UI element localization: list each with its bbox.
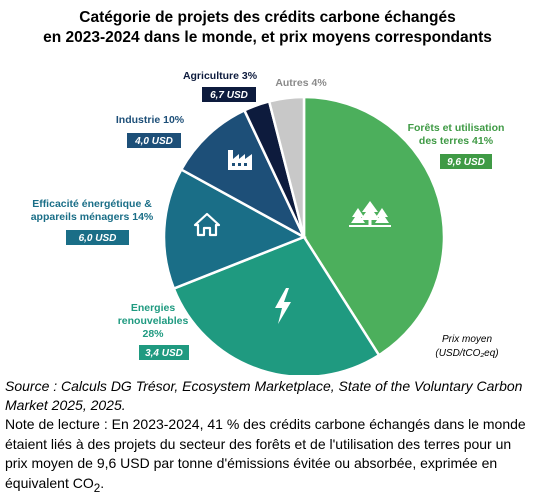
chart-title-line-2: en 2023-2024 dans le monde, et prix moye… (43, 29, 492, 46)
price-badge-0 (440, 154, 492, 169)
pie-slice-2 (162, 167, 307, 291)
slice-label-1-line-0: Energies (131, 302, 176, 314)
price-legend-note: Prix moyen (USD/tCO₂eq) (412, 333, 522, 361)
pie-slice-5 (267, 95, 306, 238)
slice-label-5-line-0: Autres 4% (275, 77, 327, 89)
reading-note: Note de lecture : En 2023-2024, 41 % des… (5, 415, 530, 498)
slice-label-3-line-0: Industrie 10% (116, 114, 185, 126)
price-label-0: 9,6 USD (447, 157, 485, 168)
chart-title-line-1: Catégorie de projets des crédits carbone… (79, 9, 456, 26)
reading-note-subscript: 2 (93, 481, 101, 495)
reading-note-text: Note de lecture : En 2023-2024, 41 % des… (5, 416, 526, 491)
factory-icon (228, 150, 252, 170)
slice-label-1-line-1: renouvelables (118, 315, 189, 327)
price-badge-2 (66, 230, 129, 245)
price-note-line-2: (USD/tCO₂eq) (435, 348, 499, 359)
price-badge-3 (127, 133, 181, 148)
slice-label-0-line-0: Forêts et utilisation (408, 122, 505, 134)
price-label-4: 6,7 USD (210, 90, 248, 101)
lightning-icon (275, 288, 291, 324)
slice-label-2-line-0: Efficacité énergétique & (32, 198, 152, 210)
reading-note-end: . (100, 474, 105, 491)
price-badge-4 (202, 87, 256, 102)
house-icon (193, 212, 221, 237)
price-label-1: 3,4 USD (145, 348, 183, 359)
trees-icon (349, 201, 391, 227)
slice-label-4-line-0: Agriculture 3% (183, 70, 258, 82)
price-label-2: 6,0 USD (79, 233, 117, 244)
slice-label-2-line-1: appareils ménagers 14% (31, 211, 154, 223)
pie-slice-3 (179, 108, 307, 240)
price-label-3: 4,0 USD (134, 136, 173, 147)
price-badge-1 (139, 345, 189, 360)
source-text: Source : Calculs DG Trésor, Ecosystem Ma… (5, 378, 523, 413)
slice-label-1-line-2: 28% (142, 328, 164, 340)
price-note-line-1: Prix moyen (441, 334, 492, 345)
chart-title: Catégorie de projets des crédits carbone… (0, 8, 535, 48)
slice-label-0-line-1: des terres 41% (419, 135, 494, 147)
